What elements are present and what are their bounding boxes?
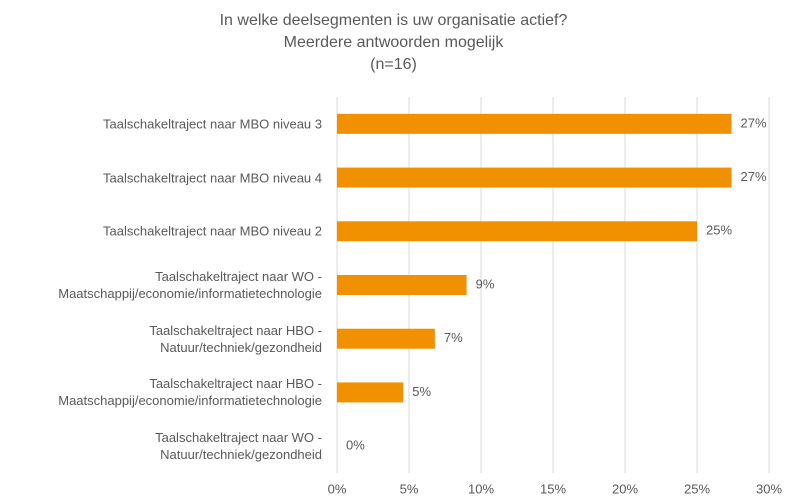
y-tick-label: Taalschakeltraject naar MBO niveau 2 xyxy=(103,223,322,239)
x-tick-label: 5% xyxy=(400,481,419,496)
x-tick-label: 30% xyxy=(756,481,782,496)
y-tick-label: Taalschakeltraject naar HBO - Maatschapp… xyxy=(58,376,322,409)
data-label: 7% xyxy=(444,330,463,345)
data-label: 27% xyxy=(741,169,767,184)
x-tick-label: 25% xyxy=(684,481,710,496)
data-label: 5% xyxy=(412,384,431,399)
bar xyxy=(337,221,697,242)
bar xyxy=(337,328,435,349)
y-tick-label: Taalschakeltraject naar WO - Maatschappi… xyxy=(58,269,322,301)
bar xyxy=(337,382,404,403)
x-tick-label: 20% xyxy=(612,481,638,496)
x-tick-label: 15% xyxy=(540,481,566,496)
chart-title: In welke deelsegmenten is uw organisatie… xyxy=(219,12,568,73)
bar xyxy=(337,167,732,188)
bar xyxy=(337,113,732,134)
bar xyxy=(337,275,467,295)
y-tick-label: Taalschakeltraject naar MBO niveau 4 xyxy=(103,170,322,186)
data-label: 25% xyxy=(706,223,732,238)
data-label: 27% xyxy=(741,115,767,130)
data-label: 9% xyxy=(476,276,495,291)
x-tick-label: 0% xyxy=(328,481,347,496)
data-label: 0% xyxy=(346,438,365,453)
y-tick-label: Taalschakeltraject naar WO - Natuur/tech… xyxy=(155,430,322,463)
x-tick-label: 10% xyxy=(468,481,494,496)
y-tick-label: Taalschakeltraject naar MBO niveau 3 xyxy=(103,116,322,132)
y-tick-label: Taalschakeltraject naar HBO - Natuur/tec… xyxy=(149,322,322,355)
